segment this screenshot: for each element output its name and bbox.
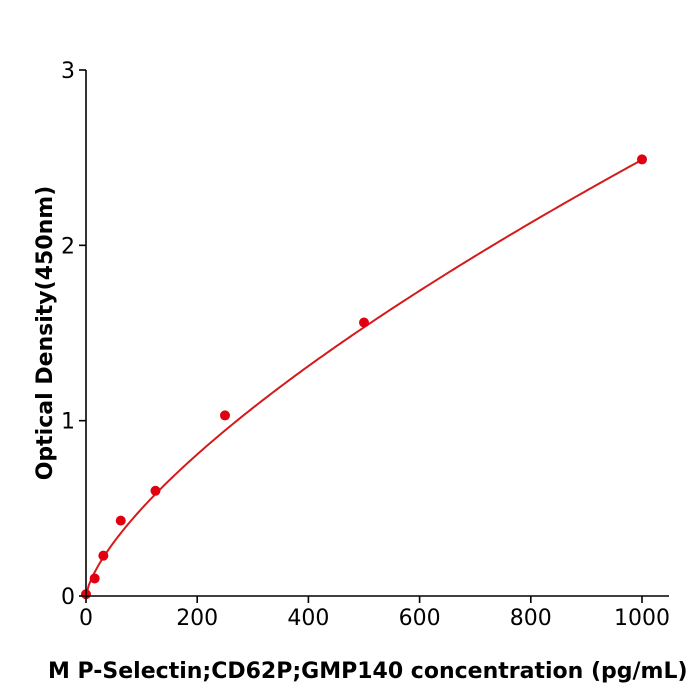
data-point (115, 515, 126, 526)
x-tick-label: 800 (510, 606, 552, 631)
ticks-layer: 0 200 400 600 800 1000 0 1 2 3 (61, 59, 670, 631)
axes-layer (85, 70, 669, 597)
x-tick-label: 0 (79, 606, 93, 631)
x-tick-label: 1000 (614, 606, 670, 631)
y-tick-label: 2 (61, 234, 75, 259)
data-point (637, 154, 647, 165)
data-point (89, 573, 100, 584)
y-tick-label: 3 (61, 59, 75, 84)
data-point (359, 317, 369, 328)
y-axis-label: Optical Density(450nm) (33, 186, 58, 481)
points-layer (81, 154, 647, 600)
data-point (150, 485, 161, 496)
y-tick-label: 0 (61, 585, 75, 610)
x-tick-label: 600 (399, 606, 441, 631)
x-tick-label: 400 (287, 606, 329, 631)
fitted-curve (85, 158, 643, 597)
data-point (220, 410, 230, 421)
y-tick-label: 1 (61, 410, 75, 435)
data-point (98, 550, 109, 561)
curve-layer (85, 158, 643, 597)
x-tick-label: 200 (176, 606, 218, 631)
x-axis-label: M P-Selectin;CD62P;GMP140 concentration … (48, 659, 688, 684)
